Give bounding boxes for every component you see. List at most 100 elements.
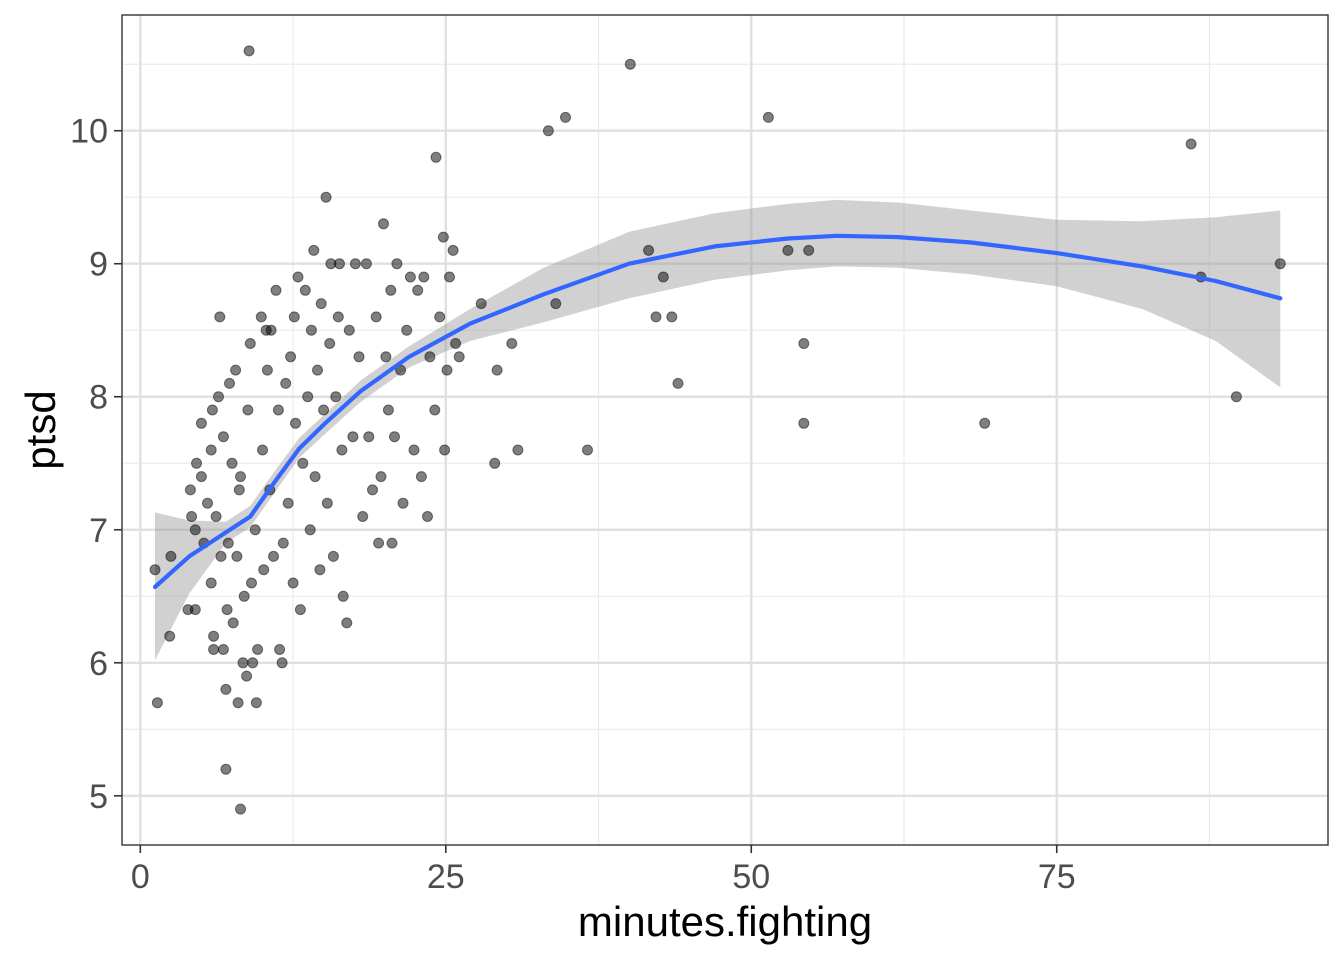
- data-point: [378, 218, 389, 230]
- data-point: [235, 471, 246, 483]
- data-point: [220, 683, 232, 695]
- data-point: [330, 391, 342, 403]
- data-point: [341, 617, 353, 629]
- data-point: [401, 324, 413, 336]
- data-point: [582, 444, 593, 456]
- y-tick-label: 5: [89, 778, 108, 816]
- data-point: [208, 644, 220, 655]
- data-point: [332, 311, 344, 323]
- data-point: [453, 351, 465, 363]
- data-point: [320, 191, 332, 203]
- x-axis-title: minutes.fighting: [578, 898, 872, 945]
- data-point: [373, 537, 385, 549]
- data-point: [336, 444, 348, 456]
- data-point: [375, 471, 387, 483]
- data-point: [195, 417, 207, 429]
- y-tick-label: 7: [89, 512, 108, 550]
- data-point: [285, 351, 297, 363]
- data-point: [165, 550, 177, 562]
- data-point: [447, 244, 459, 256]
- data-point: [385, 284, 397, 296]
- data-point: [205, 444, 217, 456]
- data-point: [277, 537, 289, 549]
- data-point: [230, 364, 242, 376]
- data-point: [437, 231, 449, 243]
- data-point: [489, 457, 501, 469]
- data-point: [803, 244, 815, 256]
- data-point: [666, 311, 678, 323]
- data-point: [550, 298, 562, 310]
- data-point: [657, 271, 669, 283]
- data-point: [270, 284, 282, 296]
- data-point: [250, 697, 262, 709]
- data-point: [363, 431, 375, 443]
- data-point: [294, 604, 306, 616]
- data-point: [195, 471, 207, 483]
- axes: 0 25 50 75 5 6 7 8 9 10: [70, 113, 1075, 896]
- data-point: [389, 431, 400, 443]
- data-point: [247, 657, 259, 669]
- data-point: [304, 524, 316, 536]
- data-point: [268, 550, 279, 562]
- y-tick-label: 9: [89, 246, 108, 284]
- data-point: [643, 244, 655, 256]
- data-point: [424, 351, 436, 363]
- data-point: [282, 497, 294, 509]
- data-point: [324, 338, 336, 349]
- data-point: [506, 338, 518, 349]
- data-point: [315, 298, 327, 310]
- data-point: [491, 364, 503, 376]
- data-point: [408, 444, 420, 456]
- data-point: [429, 404, 441, 416]
- data-point: [226, 457, 238, 469]
- data-point: [292, 271, 304, 283]
- data-point: [222, 537, 234, 549]
- data-point: [318, 404, 330, 416]
- data-point: [321, 497, 333, 509]
- data-point: [164, 630, 176, 642]
- data-point: [624, 58, 636, 70]
- y-axis-title: ptsd: [17, 390, 64, 469]
- data-point: [782, 244, 794, 256]
- data-point: [215, 550, 227, 562]
- data-point: [189, 604, 201, 616]
- data-point: [297, 457, 309, 469]
- data-point: [380, 351, 392, 363]
- data-point: [249, 524, 261, 536]
- data-point: [302, 391, 314, 403]
- data-point: [512, 444, 524, 456]
- smooth-fit-line: [152, 233, 1283, 590]
- data-point: [450, 338, 462, 349]
- data-point: [305, 324, 317, 336]
- data-point: [238, 590, 250, 602]
- data-point: [237, 657, 249, 669]
- data-point: [233, 484, 245, 496]
- data-point: [308, 244, 320, 256]
- data-point: [367, 484, 378, 496]
- data-point: [280, 377, 292, 389]
- data-point: [762, 111, 774, 123]
- smooth-line-layer: [152, 233, 1283, 590]
- data-point: [252, 644, 264, 655]
- y-tick-label: 8: [89, 379, 108, 417]
- data-point: [221, 604, 233, 616]
- data-point: [220, 763, 232, 775]
- data-point: [979, 417, 991, 429]
- data-point: [314, 564, 326, 576]
- data-point: [214, 311, 226, 323]
- data-point: [287, 577, 299, 589]
- data-point: [244, 338, 256, 349]
- data-points: [149, 45, 1286, 815]
- data-point: [274, 644, 286, 655]
- data-point: [217, 644, 229, 655]
- data-point: [1185, 138, 1197, 150]
- data-point: [430, 151, 442, 163]
- data-point: [397, 497, 409, 509]
- data-point: [206, 404, 218, 416]
- data-point: [347, 431, 359, 443]
- x-tick-label: 25: [427, 858, 465, 896]
- data-point: [257, 444, 268, 456]
- data-point: [243, 45, 255, 57]
